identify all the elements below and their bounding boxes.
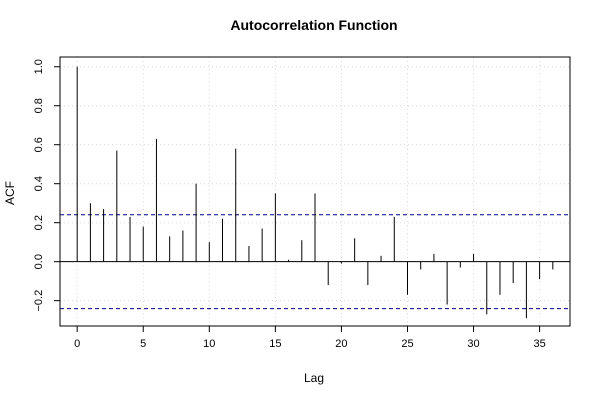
y-axis: −0.2 0.0 0.2 0.4 0.6 0.8 1.0: [33, 59, 60, 312]
plot-frame: [59, 56, 571, 327]
y-tick-label: 0.6: [33, 137, 45, 152]
x-tick-label: 35: [533, 338, 545, 350]
y-axis-label: ACF: [3, 181, 17, 205]
acf-bars: [76, 66, 554, 319]
x-tick-label: 25: [401, 338, 413, 350]
y-tick-label: 0.2: [33, 215, 45, 230]
x-tick-label: 20: [335, 338, 347, 350]
x-tick-label: 30: [467, 338, 479, 350]
chart-title: Autocorrelation Function: [230, 17, 397, 33]
grid-lines: [60, 57, 570, 326]
y-tick-label: 0.0: [33, 254, 45, 269]
x-tick-label: 10: [203, 338, 215, 350]
x-tick-label: 0: [74, 338, 80, 350]
y-tick-label: 0.4: [33, 176, 45, 191]
x-tick-label: 5: [140, 338, 146, 350]
x-tick-label: 15: [269, 338, 281, 350]
y-tick-label: 1.0: [33, 59, 45, 74]
x-axis: 0 5 10 15 20 25 30 35: [74, 326, 546, 350]
y-tick-label: −0.2: [33, 290, 45, 312]
x-axis-label: Lag: [304, 371, 324, 385]
y-tick-label: 0.8: [33, 98, 45, 113]
